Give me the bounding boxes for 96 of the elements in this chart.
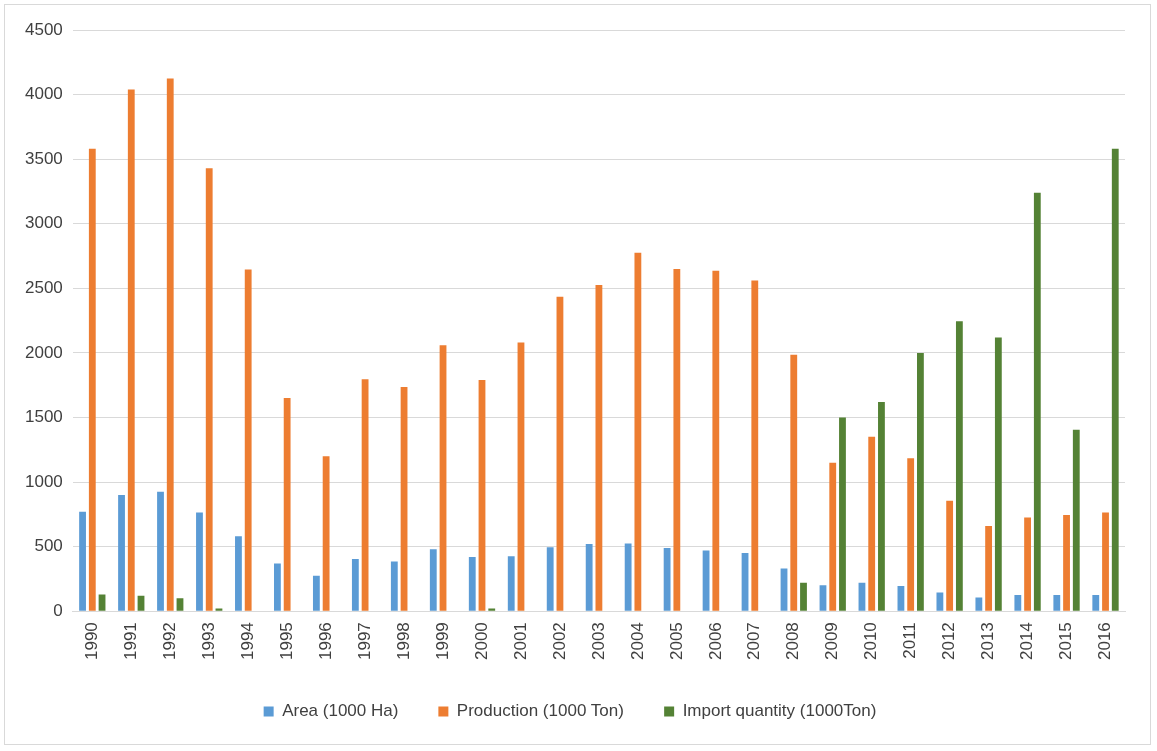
x-tick-label: 1999 [432,622,452,661]
x-tick-label: 2001 [510,622,530,661]
bar [322,456,330,611]
bar [1092,595,1100,611]
bar [390,561,398,611]
bar [429,549,437,611]
bar [176,598,184,611]
y-tick-label: 2000 [24,342,63,362]
x-tick-label: 2004 [627,622,647,661]
legend-label: Production (1000 Ton) [456,701,624,721]
bar [829,462,837,611]
legend-label: Area (1000 Ha) [282,701,399,721]
x-tick-label: 2007 [744,622,764,661]
bar [1053,595,1061,611]
bar [819,585,827,611]
bar [88,148,96,611]
bar [1014,595,1022,611]
y-tick-label: 4000 [24,84,63,104]
bar [936,592,944,611]
bar [800,582,807,611]
x-tick-label: 1996 [315,622,335,661]
x-tick-label: 2010 [861,622,881,661]
x-tick-label: 2011 [900,622,920,659]
bar [274,563,281,611]
bar [205,168,213,611]
bar [283,398,291,611]
bar [790,354,798,611]
y-tick-label: 1000 [24,471,63,491]
bar [127,89,135,611]
bar [79,511,86,611]
bar [878,401,885,611]
y-tick-label: 4500 [24,19,63,39]
x-tick-label: 2013 [978,622,998,661]
x-tick-label: 2009 [822,622,842,661]
bar [468,556,476,611]
bar [946,500,954,611]
x-tick-label: 1998 [393,622,413,661]
bar [507,556,515,611]
x-tick-label: 2003 [588,622,608,661]
bar [712,270,720,611]
bar [118,494,125,611]
y-tick-label: 3500 [24,148,63,168]
bar [488,608,496,611]
y-tick-label: 0 [53,600,63,620]
x-tick-label: 2016 [1095,622,1115,661]
bar [1024,517,1031,611]
bar [235,536,242,611]
bar [1063,514,1070,611]
x-tick-label: 2012 [939,622,959,661]
bar [985,525,993,611]
bar [663,547,671,611]
x-tick-label: 2002 [549,622,569,661]
x-tick-label: 2014 [1017,622,1037,661]
y-tick-label: 2500 [24,277,63,297]
x-tick-label: 2000 [471,622,491,661]
x-tick-label: 1995 [276,622,296,661]
bar [673,268,681,611]
bar [994,337,1002,611]
bar [166,78,174,611]
bar [955,321,963,611]
x-tick-label: 2008 [783,622,803,661]
x-tick-label: 2006 [705,622,725,661]
y-tick-label: 500 [34,536,63,556]
x-tick-label: 2005 [666,622,686,661]
y-tick-label: 1500 [24,407,63,427]
bar [546,547,554,611]
bar [585,544,593,611]
x-tick-label: 1994 [237,622,257,661]
x-tick-label: 1997 [354,622,374,661]
bar [1033,192,1041,611]
bar [907,458,915,611]
bar [1072,429,1080,611]
legend-label: Import quantity (1000Ton) [682,701,877,721]
x-tick-label: 1993 [198,622,218,661]
bar [634,252,642,611]
bar [98,594,106,611]
bar [157,491,164,611]
bar [244,269,252,611]
x-tick-label: 1992 [159,622,179,661]
bar [595,285,603,611]
bar [624,543,632,611]
x-tick-label: 2015 [1056,622,1076,661]
bar [839,417,846,611]
bar [868,436,876,611]
bar [361,379,369,611]
x-tick-label: 1990 [81,622,101,661]
bar [196,512,203,611]
bar [351,558,359,611]
bar [312,575,320,611]
bar [751,280,759,611]
bar [917,352,924,611]
x-tick-label: 1991 [120,622,140,661]
y-tick-label: 3000 [24,213,63,233]
bar [1102,512,1109,611]
bar [975,597,983,611]
bar [1111,148,1119,611]
